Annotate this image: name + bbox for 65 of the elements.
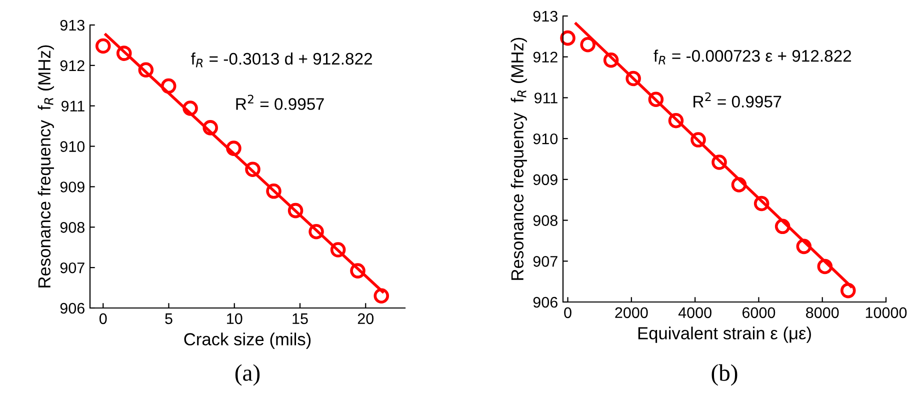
point [202,120,218,136]
point [560,30,576,46]
y-tick-label: 910 [533,133,558,144]
y-tick-label: 913 [60,20,84,31]
x-tick-label: 15 [292,313,308,324]
y-tick-label: 907 [60,262,84,274]
x-tick-label: 2000 [615,307,648,318]
x-axis-title: Equivalent strain ε (με) [638,326,811,343]
x-tick-label: 8000 [806,307,839,318]
text: (b) [712,364,738,386]
y-tick-label: 906 [60,302,84,314]
x-tick-label: 0 [99,313,107,324]
y-tick-label: 909 [60,182,84,192]
annotation: R$^{2}$ = 0.9957 [694,92,782,108]
x-tick-label: 6000 [742,307,776,318]
annotation: f$_{R}$ = -0.000723 ε + 912.822 [654,50,852,64]
point [796,238,812,254]
point [160,78,176,94]
point [754,196,770,212]
x-tick-label: 10 [227,313,242,324]
y-tick-label: 908 [60,222,84,233]
point [288,202,304,218]
point [330,242,346,258]
y-tick-label: 910 [60,141,85,152]
point [374,288,390,304]
point [840,282,856,298]
y-tick-label: 912 [533,52,558,63]
x-tick-label: 10000 [866,307,907,318]
point [603,52,619,68]
y-tick-label: 911 [534,92,558,104]
y-tick-label: 913 [533,10,558,22]
point [817,258,833,274]
y-axis-title: Resonance frequency f$_{R}$ (MHz) [38,45,54,288]
x-tick-label: 4000 [678,307,712,318]
y-tick-label: 911 [61,100,84,112]
point [95,38,111,54]
annotation: f$_{R}$ = -0.3013 d + 912.822 [191,52,372,68]
point [580,36,596,52]
point [182,100,198,116]
point [266,184,282,199]
point [668,112,684,128]
point [690,132,706,148]
y-tick-label: 909 [533,174,558,186]
x-tick-label: 20 [358,313,374,324]
y-tick-label: 908 [533,215,558,226]
point [648,92,664,107]
point [245,162,260,177]
y-tick-label: 907 [533,256,558,267]
x-axis-title: Crack size (mils) [184,332,311,349]
point [226,140,242,156]
point [138,62,154,78]
point [712,154,727,170]
point [774,218,790,234]
point [308,224,324,240]
y-tick-label: 906 [533,296,558,308]
x-tick-label: 5 [165,313,172,324]
y-axis-title: Resonance frequency f$_{R}$ (MHz) [510,38,527,280]
point [731,177,747,192]
x-tick-label: 0 [564,307,572,318]
text: (a) [235,364,260,386]
point [626,70,641,86]
point [116,46,132,61]
y-tick-label: 912 [60,60,84,72]
annotation: R$^{2}$ = 0.9957 [236,94,324,110]
point [350,263,366,278]
